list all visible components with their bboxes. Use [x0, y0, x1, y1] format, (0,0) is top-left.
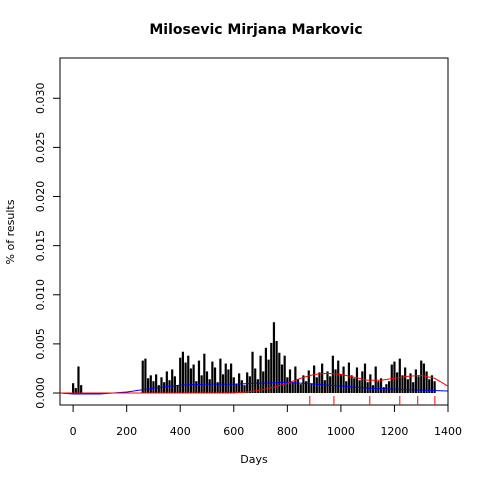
- x-tick-label: 600: [223, 425, 244, 438]
- x-tick-label: 200: [116, 425, 137, 438]
- y-tick-label: 0.005: [34, 328, 47, 360]
- y-tick-label: 0.020: [34, 181, 47, 213]
- y-tick-label: 0.000: [34, 377, 47, 409]
- y-tick-label: 0.025: [34, 132, 47, 164]
- chart-title: Milosevic Mirjana Markovic: [149, 22, 362, 38]
- plot-box: [59, 57, 449, 406]
- x-tick-label: 400: [170, 425, 191, 438]
- y-tick-label: 0.015: [34, 230, 47, 261]
- trend-curve: [60, 372, 449, 394]
- x-tick-label: 800: [277, 425, 298, 438]
- x-tick-label: 1000: [327, 425, 355, 438]
- x-tick-label: 1400: [434, 425, 462, 438]
- x-tick-label: 0: [70, 425, 77, 438]
- y-tick-label: 0.030: [34, 83, 47, 115]
- x-axis-label: Days: [240, 453, 268, 466]
- y-axis-label: % of results: [4, 199, 17, 264]
- y-tick-label: 0.010: [34, 279, 47, 311]
- x-tick-label: 1200: [380, 425, 408, 438]
